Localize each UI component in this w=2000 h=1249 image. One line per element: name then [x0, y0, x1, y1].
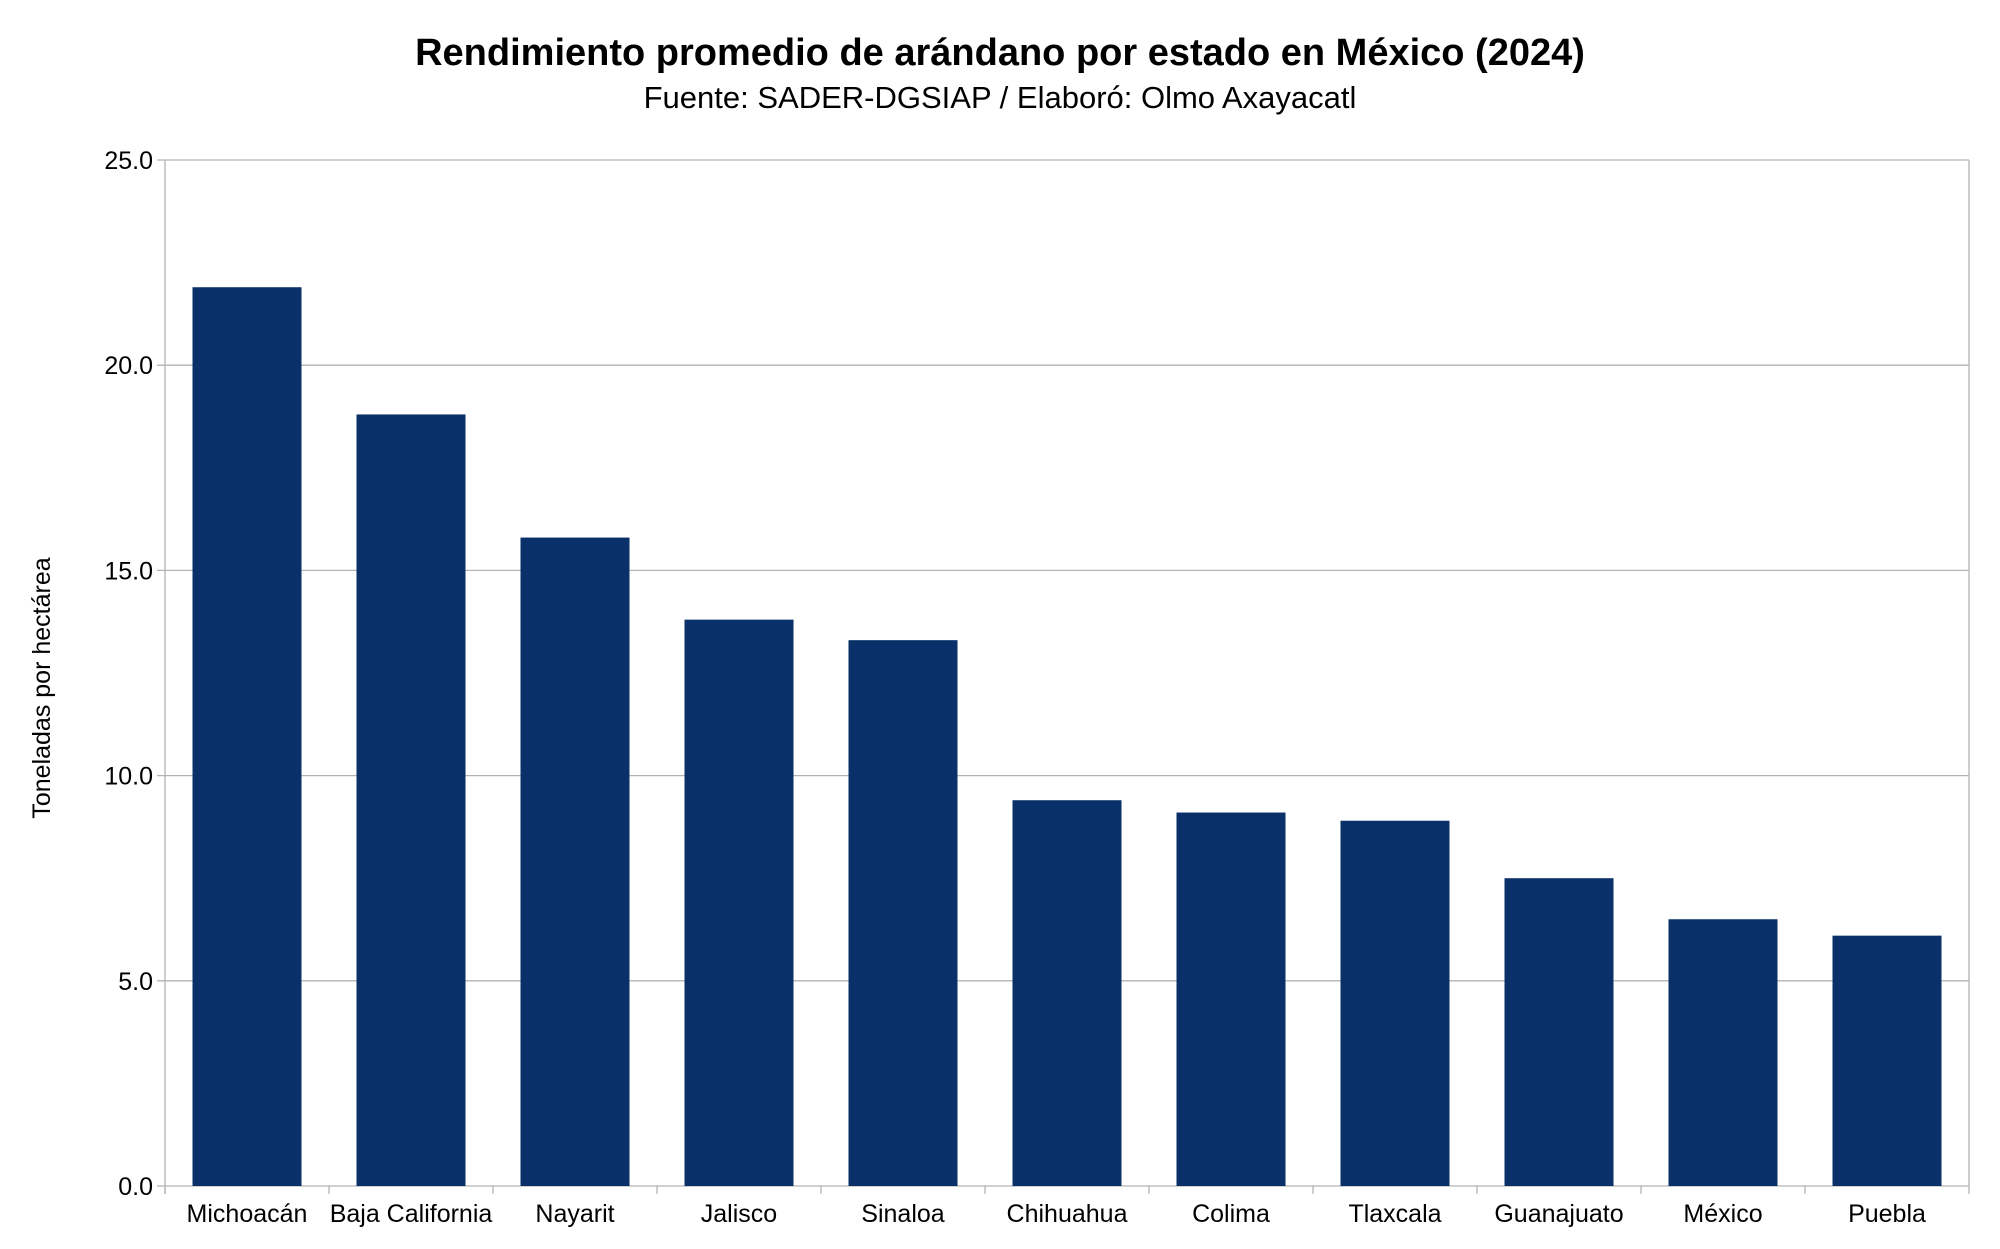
x-tick-label: Nayarit	[535, 1200, 614, 1228]
bar-puebla	[1832, 935, 1942, 1186]
x-tick-label: Puebla	[1848, 1200, 1926, 1228]
y-tick-label: 0.0	[118, 1173, 153, 1201]
x-tick-label: Baja California	[330, 1200, 493, 1228]
x-tick-label: Michoacán	[187, 1200, 308, 1228]
bar-chihuahua	[1012, 800, 1122, 1186]
bar-tlaxcala	[1340, 820, 1450, 1186]
bar-guanajuato	[1504, 878, 1614, 1186]
x-tick-label: México	[1683, 1200, 1762, 1228]
chart-title: Rendimiento promedio de arándano por est…	[415, 32, 1585, 74]
bar-jalisco	[684, 619, 794, 1186]
bar-michoacán	[192, 287, 302, 1186]
bar-colima	[1176, 812, 1286, 1186]
x-tick-label: Tlaxcala	[1348, 1200, 1441, 1228]
x-tick-label: Guanajuato	[1494, 1200, 1623, 1228]
y-tick-label: 25.0	[104, 147, 153, 175]
x-tick-label: Jalisco	[701, 1200, 777, 1228]
chart-subtitle: Fuente: SADER-DGSIAP / Elaboró: Olmo Axa…	[643, 80, 1357, 115]
x-tick-label: Colima	[1192, 1200, 1270, 1228]
x-tick-label: Sinaloa	[861, 1200, 944, 1228]
bar-sinaloa	[848, 640, 958, 1186]
y-tick-label: 15.0	[104, 557, 153, 585]
bar-méxico	[1668, 919, 1778, 1186]
bar-baja-california	[356, 414, 466, 1186]
y-tick-label: 20.0	[104, 352, 153, 380]
y-tick-label: 5.0	[118, 968, 153, 996]
y-tick-label: 10.0	[104, 763, 153, 791]
x-tick-label: Chihuahua	[1007, 1200, 1128, 1228]
bar-nayarit	[520, 537, 630, 1186]
y-axis-label: Toneladas por hectárea	[28, 557, 56, 818]
